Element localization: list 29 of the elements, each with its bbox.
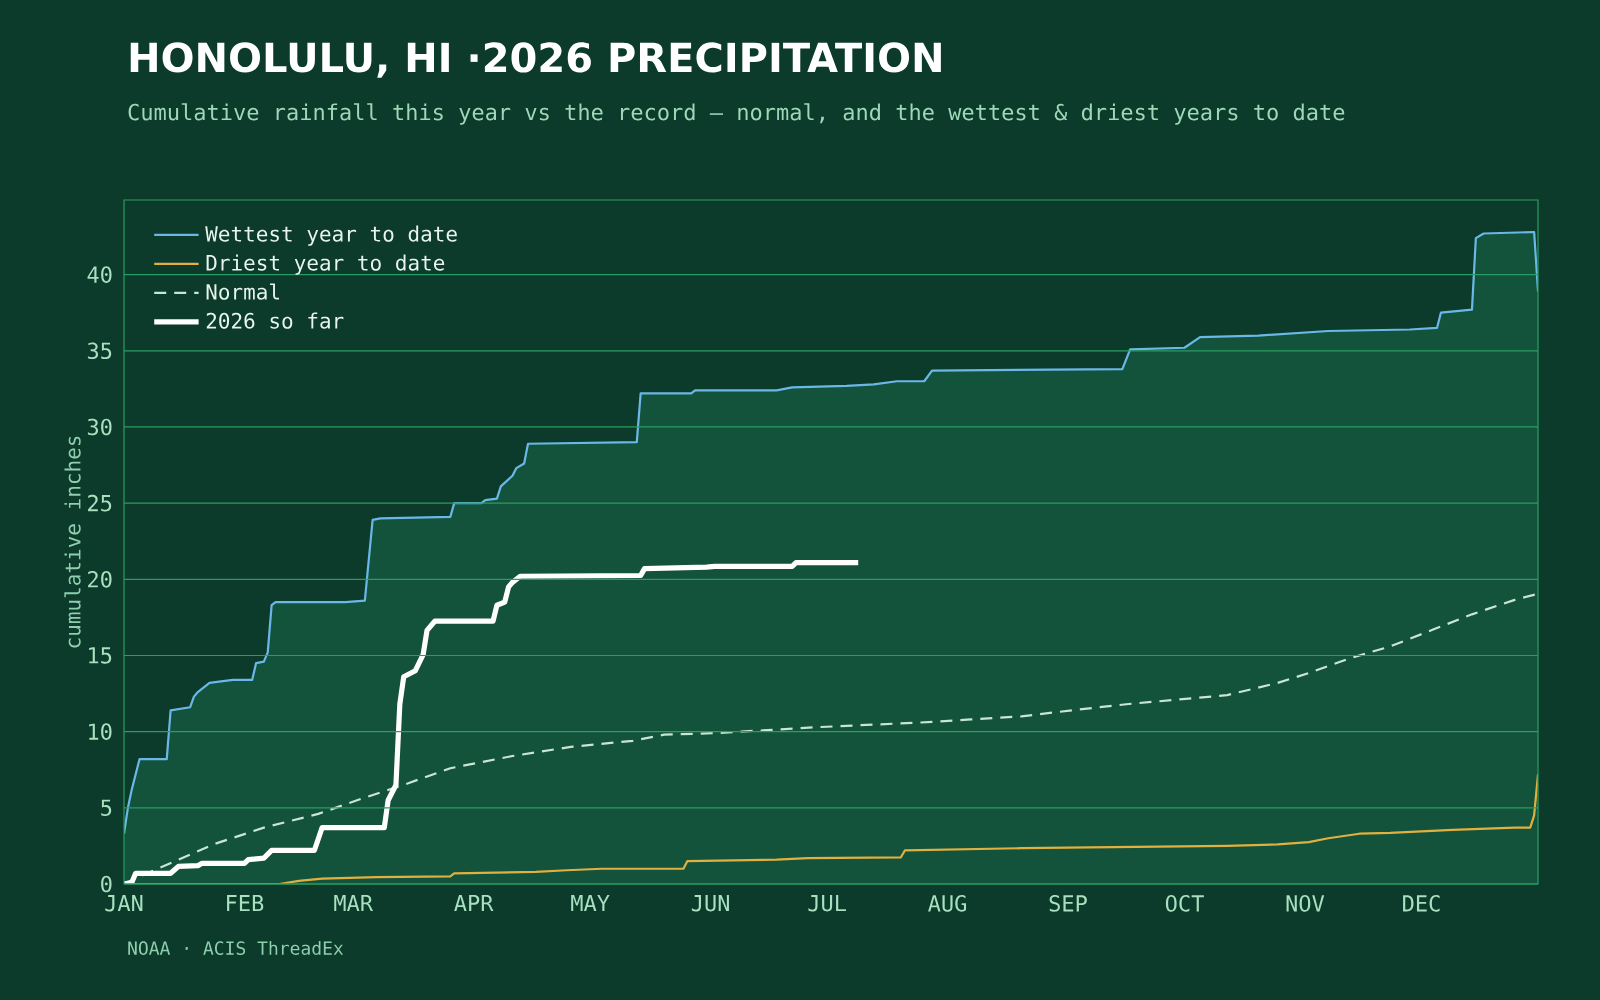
x-tick-label: MAY xyxy=(571,895,610,912)
x-tick-label: DEC xyxy=(1403,895,1440,912)
legend-label: 2026 so far xyxy=(206,312,344,329)
x-tick-label: OCT xyxy=(1165,895,1204,912)
y-tick-label: 15 xyxy=(89,647,112,664)
y-tick-label: 10 xyxy=(89,723,112,740)
x-tick-label: SEP xyxy=(1049,895,1087,912)
text: NOAA · ACIS ThreadEx xyxy=(128,941,344,955)
legend-label: Driest year to date xyxy=(206,254,445,275)
x-tick-label: JUN xyxy=(691,895,729,912)
x-tick-label: FEB xyxy=(227,895,264,912)
x-tick-label: JUL xyxy=(808,895,846,912)
y-axis-title: cumulative inches xyxy=(64,436,81,648)
y-tick-label: 20 xyxy=(88,571,112,588)
x-tick-label: MAR xyxy=(334,895,374,912)
chart-title: HONOLULU, HI ·2026 PRECIPITATION xyxy=(130,42,941,78)
legend-label: Normal xyxy=(206,283,280,300)
x-tick-label: AUG xyxy=(928,895,967,912)
y-tick-label: 5 xyxy=(101,799,112,816)
chart-subtitle: Cumulative rainfall this year vs the record — normal, and the wettest & driest years to date xyxy=(128,103,1345,125)
x-tick-label: NOV xyxy=(1286,895,1325,912)
y-tick-label: 25 xyxy=(88,494,112,512)
x-tick-label: JAN xyxy=(105,895,143,912)
y-tick-label: 0 xyxy=(101,875,112,893)
y-tick-label: 35 xyxy=(87,342,112,360)
legend-label: Wettest year to date xyxy=(205,225,457,246)
y-tick-label: 40 xyxy=(87,266,112,283)
x-tick-label: APR xyxy=(454,895,494,912)
y-tick-label: 30 xyxy=(87,418,112,436)
